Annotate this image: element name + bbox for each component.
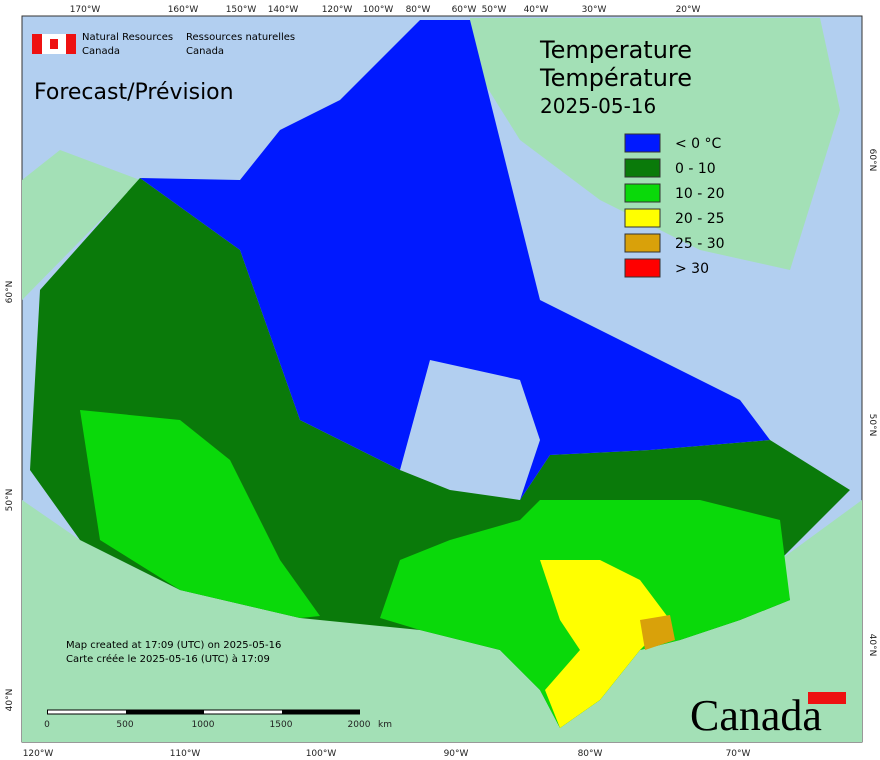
graticule-label: 60°N xyxy=(867,149,877,172)
scale-label: 2000 xyxy=(348,720,371,730)
graticule-label: 120°W xyxy=(23,749,54,759)
legend-label: 25 - 30 xyxy=(675,236,725,252)
scale-unit: km xyxy=(378,720,392,730)
credit: Map created at 17:09 (UTC) on 2025-05-16 xyxy=(66,640,281,651)
alaska xyxy=(22,150,140,300)
department-fr: Canada xyxy=(186,46,224,57)
graticule-label: 40°W xyxy=(524,5,549,15)
legend-swatch xyxy=(624,208,661,228)
scale-label: 1000 xyxy=(192,720,215,730)
region-20-25 xyxy=(540,560,670,728)
graticule-label: 150°W xyxy=(226,5,257,15)
graticule-label: 100°W xyxy=(306,749,337,759)
wordmark-flag xyxy=(808,692,846,704)
title-fr: Température xyxy=(539,64,692,92)
graticule-label: 60°W xyxy=(452,5,477,15)
department-fr: Ressources naturelles xyxy=(186,32,295,43)
graticule-label: 50°N xyxy=(867,414,877,437)
graticule-label: 70°W xyxy=(726,749,751,759)
department-en: Canada xyxy=(82,46,120,57)
department-en: Natural Resources xyxy=(82,32,173,43)
graticule-label: 160°W xyxy=(168,5,199,15)
scale-label: 1500 xyxy=(270,720,293,730)
credit: Carte créée le 2025-05-16 (UTC) à 17:09 xyxy=(66,653,270,665)
legend-swatch xyxy=(624,158,661,178)
graticule-label: 140°W xyxy=(268,5,299,15)
graticule-label: 120°W xyxy=(322,5,353,15)
legend-swatch xyxy=(624,233,661,253)
legend-swatch xyxy=(624,133,661,153)
usa xyxy=(22,500,862,742)
region-25-30 xyxy=(640,615,675,650)
title-en: Temperature xyxy=(539,36,692,64)
flag-leaf xyxy=(50,39,58,49)
graticule-label: 50°W xyxy=(482,5,507,15)
graticule-label: 90°W xyxy=(444,749,469,759)
product-title: Forecast/Prévision xyxy=(34,80,234,105)
scale-label: 500 xyxy=(116,720,133,730)
region-below-0 xyxy=(140,20,770,500)
graticule-label: 170°W xyxy=(70,5,101,15)
graticule-label: 80°W xyxy=(578,749,603,759)
graticule-label: 20°W xyxy=(676,5,701,15)
map-date: 2025-05-16 xyxy=(540,94,656,118)
flag-band xyxy=(32,34,42,54)
graticule-label: 80°W xyxy=(406,5,431,15)
legend-label: 20 - 25 xyxy=(675,211,725,227)
graticule-label: 110°W xyxy=(170,749,201,759)
legend-swatch xyxy=(624,258,661,278)
graticule-label: 60°N xyxy=(5,281,15,304)
hudson-bay xyxy=(400,360,540,500)
flag-band xyxy=(66,34,76,54)
graticule-label: 50°N xyxy=(5,489,15,512)
legend-label: 0 - 10 xyxy=(675,161,716,177)
legend-swatch xyxy=(624,183,661,203)
graticule-label: 100°W xyxy=(363,5,394,15)
graticule-label: 30°W xyxy=(582,5,607,15)
legend-label: > 30 xyxy=(675,261,709,277)
legend-label: 10 - 20 xyxy=(675,186,725,202)
region-10-20-west xyxy=(80,410,320,618)
scale-label: 0 xyxy=(44,720,50,730)
graticule-label: 40°N xyxy=(5,689,15,712)
wordmark: Canada xyxy=(690,691,822,740)
graticule-label: 40°N xyxy=(867,634,877,657)
legend-label: < 0 °C xyxy=(675,136,722,152)
